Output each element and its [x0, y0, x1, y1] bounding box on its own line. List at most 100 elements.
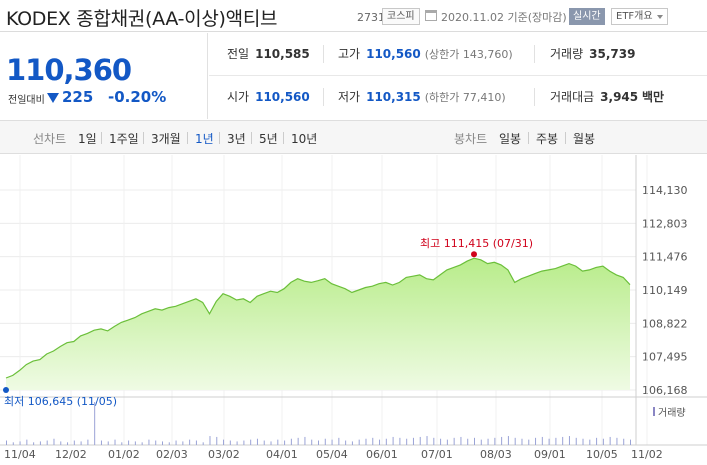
volume: 거래량 35,739: [550, 47, 636, 61]
volume-bar: [623, 438, 625, 445]
volume-bar: [351, 441, 353, 445]
volume-bar: [114, 439, 116, 445]
volume-bar: [385, 438, 387, 445]
volume-bar: [379, 439, 381, 445]
volume-bar: [548, 438, 550, 445]
volume-bar: [514, 437, 516, 445]
volume-bar: [6, 440, 7, 445]
volume-bar: [582, 438, 584, 445]
volume-bar: [229, 440, 231, 445]
price-change-percent: -0.20%: [108, 88, 167, 106]
volume-bar: [345, 440, 347, 445]
price-panel: 110,360 전일대비 225 -0.20%: [0, 33, 208, 119]
volume-bar: [365, 438, 367, 445]
volume-bar: [630, 439, 631, 445]
price-change: 225: [62, 88, 94, 106]
volume-bar: [39, 441, 41, 445]
volume-bar: [189, 439, 191, 445]
line-chart-label: 선차트: [33, 132, 67, 146]
volume-bar: [67, 442, 69, 445]
y-tick-label: 114,130: [642, 184, 688, 197]
tab-5y[interactable]: 5년: [259, 132, 278, 146]
calendar-icon: [425, 10, 437, 21]
tab-1w[interactable]: 1주일: [109, 132, 139, 146]
volume-bar: [284, 440, 286, 445]
volume-bar: [195, 440, 197, 445]
compare-label: 전일대비: [8, 95, 45, 106]
stock-header: KODEX 종합채권(AA-이상)액티브 273130 코스피 2020.11.…: [0, 0, 707, 32]
price-chart[interactable]: 114,130 112,803 111,476 110,149 108,822 107,4…: [0, 155, 707, 465]
etf-info-dropdown[interactable]: ETF개요: [611, 8, 668, 25]
x-tick-label: 06/01: [366, 448, 398, 461]
x-tick-label: 12/02: [55, 448, 87, 461]
tab-3m[interactable]: 3개월: [151, 132, 181, 146]
y-tick-label: 111,476: [642, 251, 688, 264]
volume-bar: [609, 436, 611, 445]
volume-bar: [399, 437, 401, 445]
volume-bar: [243, 440, 245, 445]
tab-1y[interactable]: 1년: [195, 132, 214, 146]
tab-weekly-candle[interactable]: 주봉: [536, 132, 559, 146]
volume-bar: [541, 436, 543, 445]
volume-bar: [575, 437, 577, 445]
low-marker: [3, 387, 9, 394]
volume-bar: [426, 436, 428, 445]
volume-bar: [528, 439, 530, 445]
prev-close: 전일 110,585: [227, 47, 310, 61]
volume-bar: [419, 436, 421, 445]
volume-bar: [100, 440, 102, 445]
tab-3y[interactable]: 3년: [227, 132, 246, 146]
volume-bar: [568, 436, 570, 445]
price-chart-svg: 114,130 112,803 111,476 110,149 108,822 107,4…: [0, 155, 707, 461]
volume-bar: [535, 437, 537, 445]
x-tick-label: 04/01: [266, 448, 298, 461]
volume-bar: [270, 441, 272, 445]
volume-bar: [616, 437, 618, 445]
volume-bar: [311, 439, 313, 445]
volume-bar: [460, 436, 462, 445]
volume-bar: [555, 437, 557, 445]
tab-monthly-candle[interactable]: 월봉: [573, 132, 596, 146]
y-tick-label: 108,822: [642, 317, 688, 330]
quote-date: 2020.11.02 기준(장마감): [441, 11, 567, 24]
etf-info-label: ETF개요: [616, 11, 653, 22]
price-area: [6, 258, 630, 390]
trade-amount: 거래대금 3,945 백만: [550, 90, 665, 104]
volume-bar: [73, 440, 75, 445]
quote-stats: 전일 110,585 고가 110,560 (상한가 143,760) 거래량 35,7…: [209, 33, 707, 119]
realtime-button[interactable]: 실시간: [569, 8, 605, 25]
tab-1d[interactable]: 1일: [78, 132, 97, 146]
volume-bar: [602, 438, 604, 445]
market-badge: 코스피: [382, 8, 420, 25]
tab-10y[interactable]: 10년: [291, 132, 318, 146]
volume-bar: [141, 442, 143, 445]
volume-bar: [80, 441, 82, 445]
volume-bar: [175, 440, 177, 445]
volume-bar: [236, 441, 238, 445]
low-label: 최저 106,645 (11/05): [4, 395, 117, 408]
volume-bar: [26, 439, 28, 445]
x-tick-label: 10/05: [586, 448, 618, 461]
volume-bar: [168, 442, 170, 445]
chevron-down-icon: [657, 15, 663, 19]
tab-daily-candle[interactable]: 일봉: [499, 132, 522, 146]
volume-bar: [277, 439, 279, 445]
open-price: 시가 110,560: [227, 90, 310, 104]
volume-bar: [338, 437, 340, 445]
volume-bar: [155, 440, 157, 445]
volume-bar: [256, 438, 258, 445]
x-tick-label: 05/04: [316, 448, 348, 461]
volume-legend-label: 거래량: [658, 407, 686, 419]
volume-legend-swatch: [653, 407, 655, 416]
x-tick-label: 11/02: [631, 448, 663, 461]
volume-bar: [263, 440, 265, 445]
volume-bar: [412, 437, 414, 445]
volume-bar: [162, 441, 163, 445]
volume-bar: [304, 436, 306, 445]
volume-bar: [474, 437, 475, 445]
x-tick-label: 07/01: [421, 448, 453, 461]
high-marker: [471, 251, 477, 258]
volume-bar: [290, 438, 292, 445]
low-price: 저가 110,315 (하한가 77,410): [338, 90, 506, 104]
volume-bar: [297, 437, 299, 445]
